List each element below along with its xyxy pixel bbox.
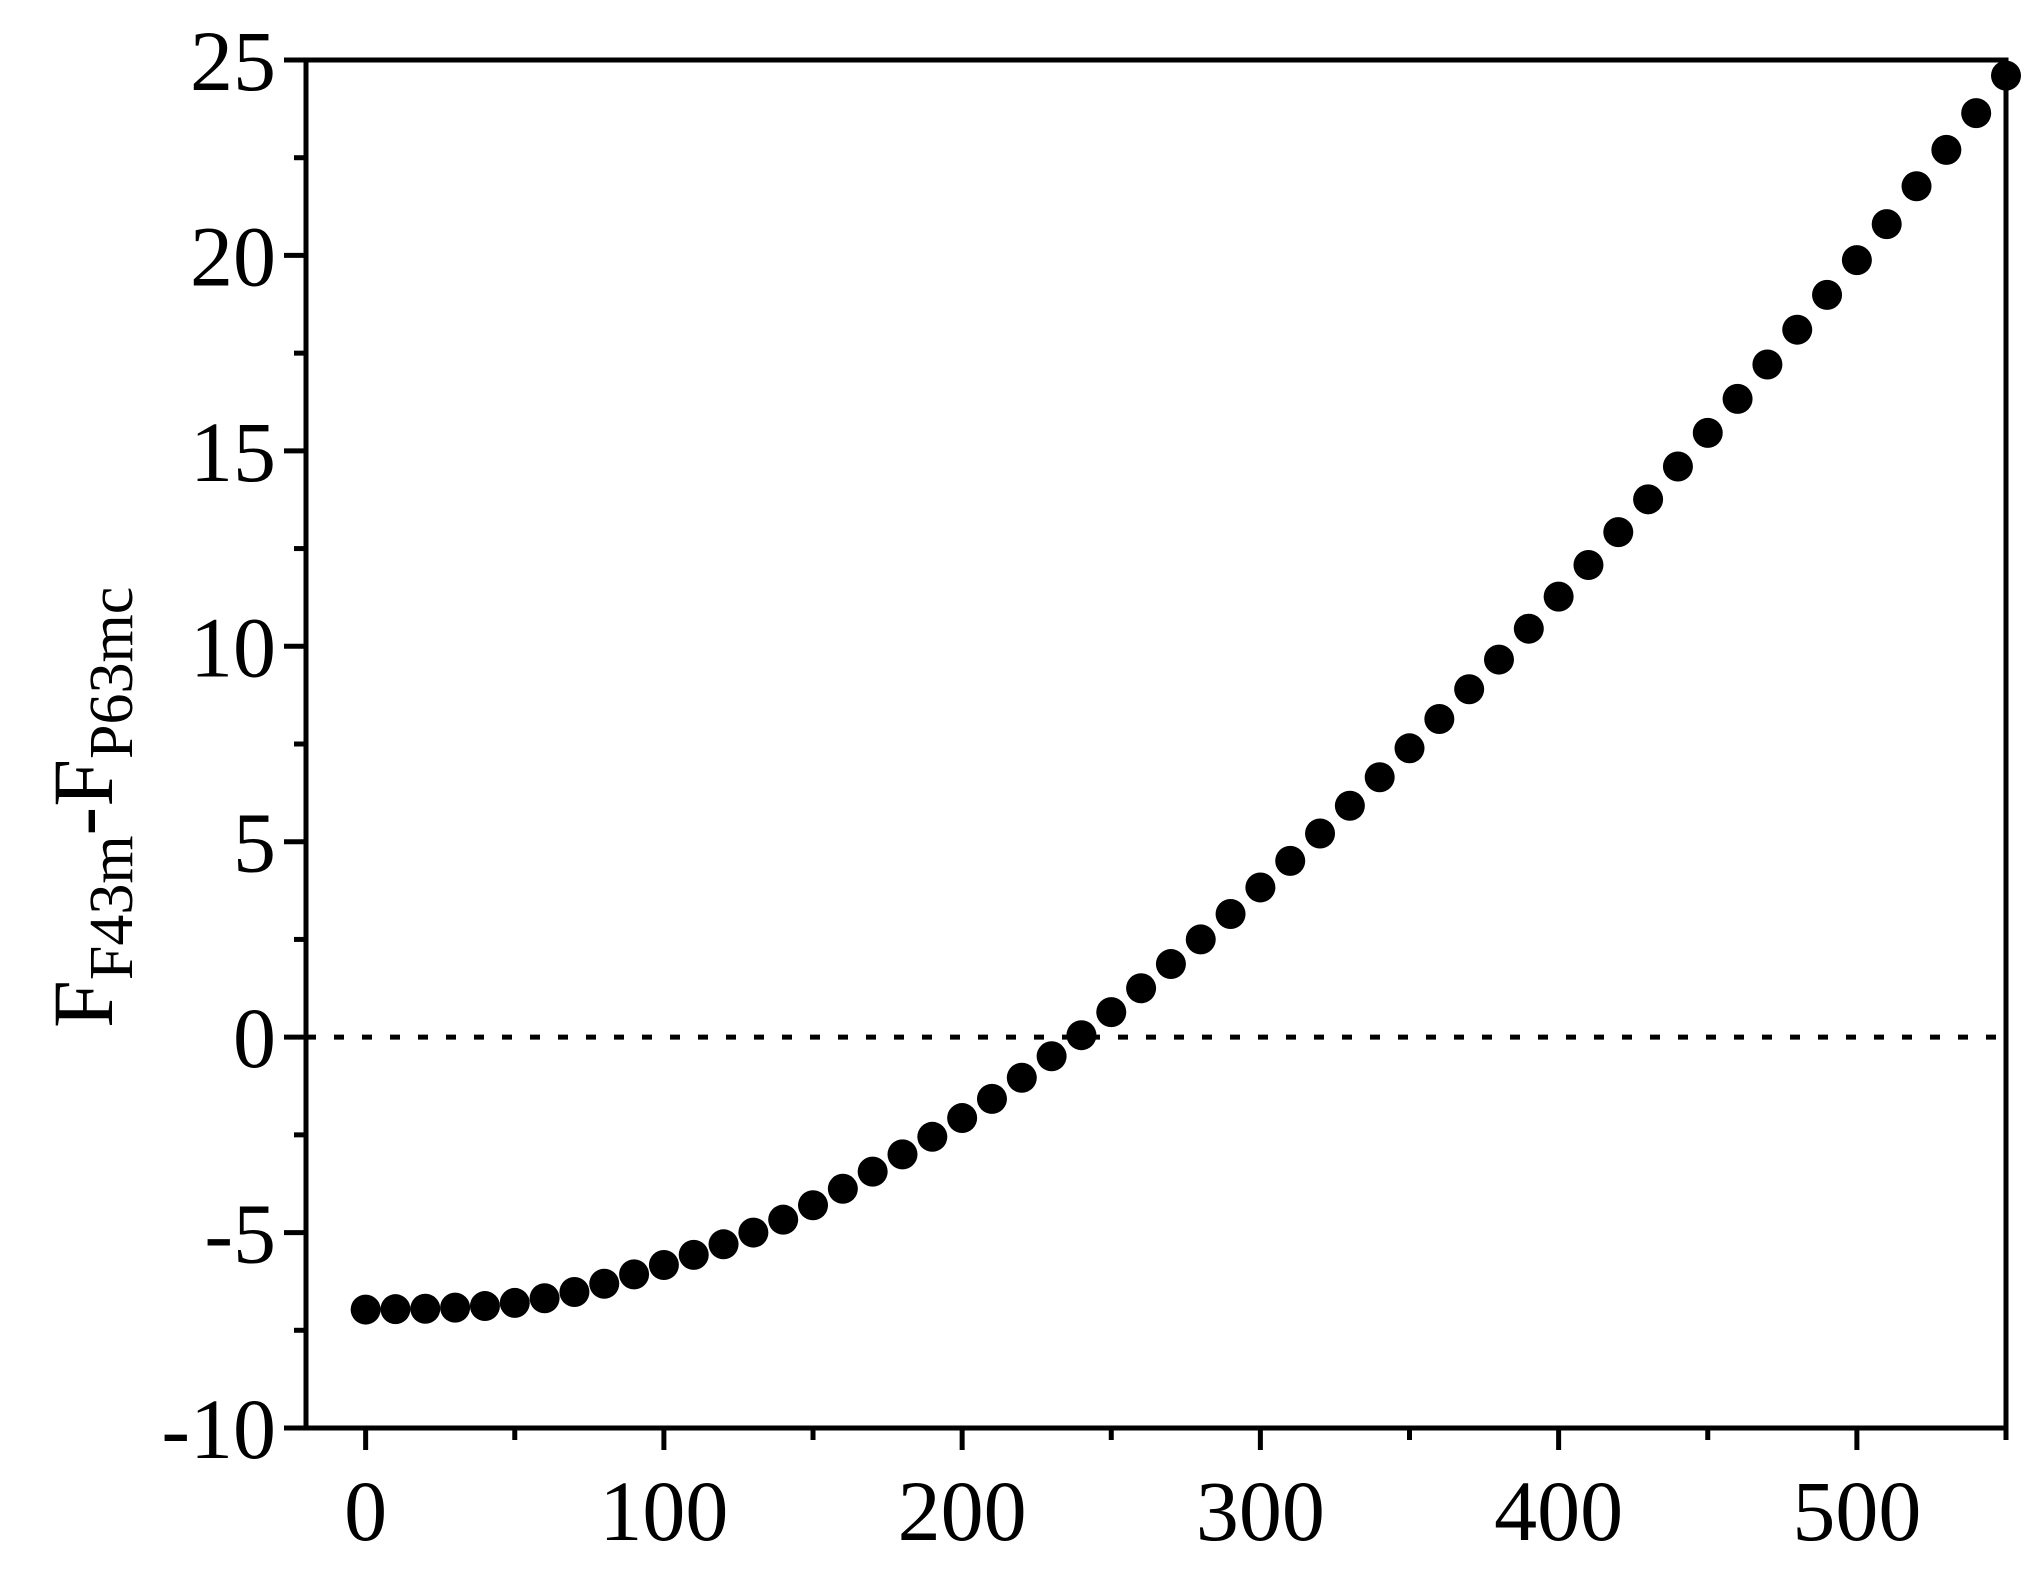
data-point: [1126, 973, 1157, 1004]
data-point: [768, 1204, 799, 1235]
data-points-layer: [350, 60, 2021, 1325]
data-point: [1155, 949, 1186, 980]
data-point: [947, 1103, 978, 1134]
data-point: [1573, 549, 1604, 580]
data-point: [798, 1190, 829, 1221]
data-point: [1722, 383, 1753, 414]
data-point: [619, 1259, 650, 1290]
data-point: [1245, 872, 1276, 903]
data-point: [1364, 762, 1395, 793]
data-point: [1812, 279, 1843, 310]
data-point: [738, 1217, 769, 1248]
data-point: [440, 1292, 471, 1323]
x-axis: 0 100 200 300 400 500: [344, 1428, 2009, 1559]
data-point: [1036, 1041, 1067, 1072]
y-tick-label: 15: [190, 404, 276, 500]
data-point: [827, 1173, 858, 1204]
data-point: [857, 1156, 888, 1187]
data-point: [529, 1283, 560, 1314]
data-point: [1841, 245, 1872, 276]
data-point: [1424, 703, 1455, 734]
y-label-mid: -F: [35, 759, 131, 835]
data-point: [350, 1294, 381, 1325]
y-axis-label: FF43m-FP63mc: [35, 587, 146, 1028]
data-point: [1931, 134, 1962, 165]
data-point: [559, 1276, 590, 1307]
data-point: [1871, 209, 1902, 240]
plot-frame: [303, 57, 2009, 1431]
x-tick-label: 0: [344, 1463, 387, 1559]
x-tick-label: 200: [898, 1463, 1027, 1559]
y-tick-label: 20: [190, 208, 276, 304]
data-point: [1603, 517, 1634, 548]
y-label-main: F: [35, 980, 131, 1028]
data-point: [1483, 644, 1514, 675]
data-point: [1752, 349, 1783, 380]
y-tick-label: 5: [233, 795, 276, 891]
data-point: [1782, 314, 1813, 345]
data-point: [648, 1250, 679, 1281]
data-point: [1692, 417, 1723, 448]
data-point: [1006, 1062, 1037, 1093]
data-point: [1543, 581, 1574, 612]
data-point: [1275, 845, 1306, 876]
data-point: [1901, 171, 1932, 202]
data-point: [1096, 997, 1127, 1028]
y-tick-label: -5: [204, 1186, 276, 1282]
data-point: [1633, 484, 1664, 515]
data-point: [1334, 790, 1365, 821]
data-point: [1513, 613, 1544, 644]
data-point: [1961, 98, 1992, 129]
data-point: [678, 1239, 709, 1270]
data-point: [1066, 1020, 1097, 1051]
x-tick-label: 500: [1792, 1463, 1921, 1559]
data-point: [887, 1139, 918, 1170]
data-point: [976, 1083, 1007, 1114]
data-point: [1662, 451, 1693, 482]
data-point: [589, 1268, 620, 1299]
data-point: [1305, 818, 1336, 849]
x-tick-label: 400: [1494, 1463, 1623, 1559]
y-tick-label: 0: [233, 990, 276, 1086]
data-point: [708, 1229, 739, 1260]
data-point: [917, 1121, 948, 1152]
x-tick-label: 300: [1196, 1463, 1325, 1559]
data-point: [1185, 924, 1216, 955]
y-tick-label: 10: [190, 599, 276, 695]
y-label-sub2: P63mc: [78, 587, 146, 759]
y-axis: -10 -5 0 5 10 15 20 25: [161, 13, 306, 1477]
data-point: [1394, 733, 1425, 764]
data-point: [499, 1287, 530, 1318]
data-point: [469, 1291, 500, 1322]
data-point: [1215, 899, 1246, 930]
x-tick-label: 100: [599, 1463, 728, 1559]
y-tick-label: 25: [190, 13, 276, 109]
y-tick-label: -10: [161, 1381, 276, 1477]
data-point: [410, 1293, 441, 1324]
y-label-sub1: F43m: [78, 835, 146, 980]
data-point: [1454, 674, 1485, 705]
data-point: [380, 1294, 411, 1325]
